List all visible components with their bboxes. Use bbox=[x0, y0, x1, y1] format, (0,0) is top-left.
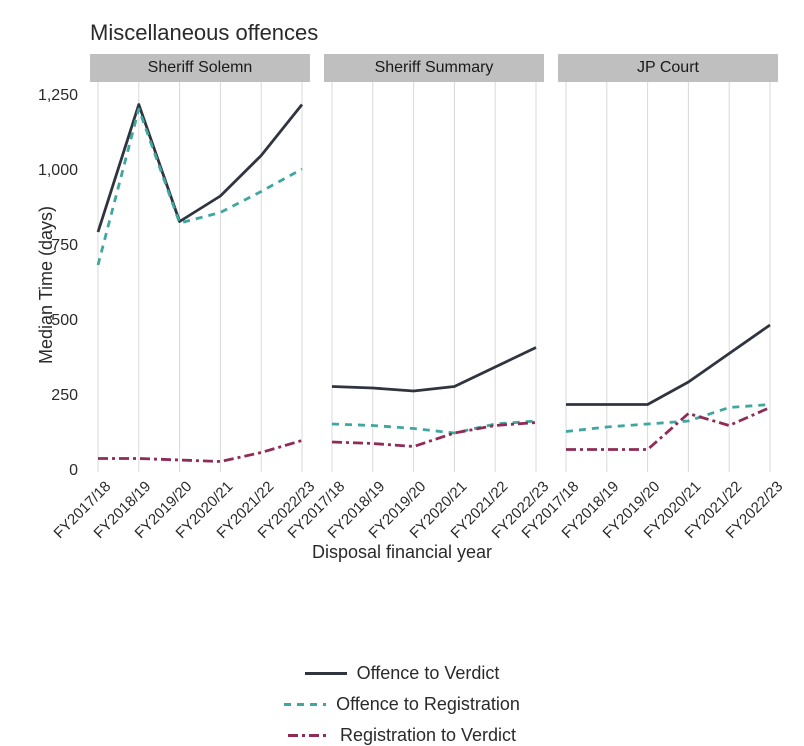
legend-swatch bbox=[288, 734, 330, 737]
x-axis-label: Disposal financial year bbox=[20, 542, 784, 563]
y-axis-ticks: 02505007501,0001,250 bbox=[20, 81, 84, 471]
y-tick-label: 0 bbox=[69, 462, 78, 480]
legend-item: Registration to Verdict bbox=[288, 725, 516, 746]
legend-label: Offence to Verdict bbox=[357, 663, 500, 684]
legend: Offence to Verdict Offence to Registratio… bbox=[20, 663, 784, 746]
panel-header: Sheriff Summary bbox=[324, 54, 544, 82]
plot-area: FY2017/18FY2018/19FY2019/20FY2020/21FY20… bbox=[558, 82, 778, 472]
y-tick-label: 1,000 bbox=[38, 162, 78, 180]
facet-panels: Sheriff SolemnFY2017/18FY2018/19FY2019/2… bbox=[90, 54, 784, 472]
facet-panel: Sheriff SummaryFY2017/18FY2018/19FY2019/… bbox=[324, 54, 544, 472]
chart-container: Miscellaneous offences Median Time (days… bbox=[20, 20, 784, 697]
panel-header: Sheriff Solemn bbox=[90, 54, 310, 82]
y-tick-label: 250 bbox=[51, 387, 78, 405]
y-tick-label: 750 bbox=[51, 237, 78, 255]
chart-title: Miscellaneous offences bbox=[90, 20, 784, 46]
plot-area: FY2017/18FY2018/19FY2019/20FY2020/21FY20… bbox=[324, 82, 544, 472]
facet-panel: JP CourtFY2017/18FY2018/19FY2019/20FY202… bbox=[558, 54, 778, 472]
facet-panel: Sheriff SolemnFY2017/18FY2018/19FY2019/2… bbox=[90, 54, 310, 472]
legend-item: Offence to Registration bbox=[284, 694, 520, 715]
legend-label: Registration to Verdict bbox=[340, 725, 516, 746]
legend-swatch bbox=[284, 703, 326, 706]
panel-header: JP Court bbox=[558, 54, 778, 82]
plot-area: FY2017/18FY2018/19FY2019/20FY2020/21FY20… bbox=[90, 82, 310, 472]
legend-label: Offence to Registration bbox=[336, 694, 520, 715]
legend-swatch bbox=[305, 672, 347, 675]
legend-item: Offence to Verdict bbox=[305, 663, 500, 684]
y-tick-label: 1,250 bbox=[38, 87, 78, 105]
y-tick-label: 500 bbox=[51, 312, 78, 330]
